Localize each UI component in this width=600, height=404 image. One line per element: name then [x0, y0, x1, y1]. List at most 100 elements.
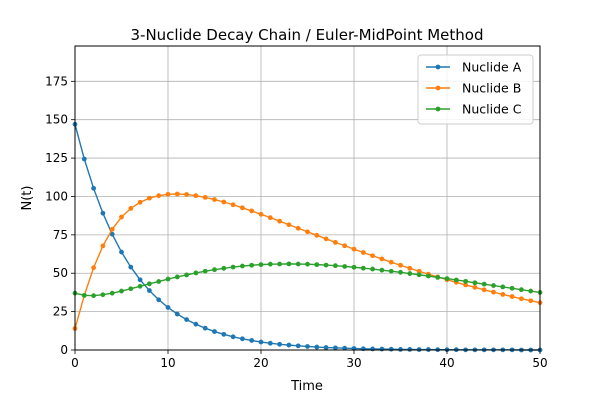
data-point	[156, 279, 162, 284]
data-point	[491, 289, 496, 295]
data-point	[323, 345, 329, 350]
data-point	[398, 346, 403, 352]
data-point	[119, 214, 124, 220]
data-point	[91, 293, 96, 299]
data-point	[305, 344, 310, 349]
data-point	[174, 191, 180, 197]
data-point	[258, 211, 264, 217]
data-point	[342, 345, 348, 351]
legend-label: Nuclide A	[462, 60, 522, 75]
series-2	[72, 191, 543, 331]
legend-box	[417, 54, 534, 125]
data-point	[286, 261, 292, 267]
data-point	[267, 215, 273, 221]
data-point	[249, 262, 255, 268]
data-point	[286, 342, 292, 348]
legend-swatch-marker	[435, 85, 441, 91]
data-point	[165, 305, 171, 310]
x-tick-label: 40	[439, 356, 454, 370]
data-point	[258, 339, 264, 345]
x-tick-label: 30	[346, 356, 361, 370]
data-point	[109, 290, 115, 296]
x-tick-label: 50	[532, 356, 547, 370]
data-point	[519, 296, 524, 302]
data-point	[267, 340, 273, 346]
data-point	[323, 236, 329, 242]
data-point	[416, 272, 422, 278]
y-axis-label: N(t)	[20, 186, 35, 211]
data-point	[165, 276, 171, 282]
y-tick-label: 125	[45, 151, 68, 165]
data-point	[379, 256, 385, 262]
data-point	[212, 267, 217, 273]
legend-item: Nuclide C	[426, 102, 522, 117]
y-tick-label: 50	[53, 266, 68, 280]
data-point	[407, 265, 413, 271]
data-point	[128, 286, 134, 292]
data-point	[463, 282, 468, 288]
data-point	[407, 271, 413, 276]
series-3	[72, 261, 543, 299]
data-point	[184, 192, 190, 197]
data-point	[240, 263, 245, 269]
data-point	[416, 268, 422, 274]
legend-label: Nuclide C	[462, 102, 522, 117]
data-point	[277, 218, 282, 224]
data-point	[119, 249, 124, 255]
data-point	[277, 341, 282, 347]
data-point	[249, 338, 255, 343]
data-point	[156, 297, 162, 303]
data-point	[174, 311, 180, 317]
data-point	[481, 287, 487, 293]
data-point	[388, 268, 394, 274]
data-point	[109, 226, 115, 232]
data-point	[212, 329, 217, 334]
data-point	[286, 222, 292, 228]
data-point	[500, 284, 506, 290]
y-tick-label: 25	[53, 305, 68, 319]
data-point	[398, 262, 403, 268]
data-point	[333, 263, 338, 269]
data-point	[351, 246, 357, 252]
data-point	[230, 334, 236, 340]
data-point	[119, 288, 124, 294]
data-point	[230, 264, 236, 270]
data-point	[100, 210, 106, 216]
legend-item: Nuclide A	[426, 60, 522, 75]
plot-frame	[74, 45, 541, 351]
data-point	[193, 270, 199, 276]
data-point	[491, 283, 496, 288]
legend-item: Nuclide B	[426, 81, 521, 96]
data-point	[295, 225, 301, 231]
y-tick-label: 0	[60, 343, 68, 357]
data-point	[156, 193, 162, 199]
data-point	[202, 194, 208, 200]
data-point	[212, 197, 217, 202]
legend-label: Nuclide B	[462, 81, 521, 96]
data-point	[277, 261, 282, 267]
data-point	[370, 253, 375, 259]
data-point	[509, 285, 515, 291]
y-tick-label: 150	[45, 113, 68, 127]
x-tick-label: 20	[253, 356, 268, 370]
data-point	[305, 261, 310, 267]
series-line	[74, 263, 541, 297]
data-point	[323, 262, 329, 268]
data-point	[388, 259, 394, 265]
data-point	[379, 346, 385, 352]
data-point	[435, 274, 441, 280]
chart-title: 3-Nuclide Decay Chain / Euler-MidPoint M…	[131, 26, 484, 44]
data-point	[147, 281, 152, 287]
data-point	[91, 265, 96, 271]
data-point	[305, 229, 310, 235]
data-point	[342, 243, 348, 249]
data-point	[388, 346, 394, 352]
data-point	[267, 261, 273, 267]
legend: Nuclide A Nuclide B Nuclide C	[417, 54, 534, 125]
data-point	[137, 277, 143, 283]
data-point	[342, 264, 348, 269]
data-point	[379, 267, 385, 273]
data-point	[147, 195, 152, 201]
